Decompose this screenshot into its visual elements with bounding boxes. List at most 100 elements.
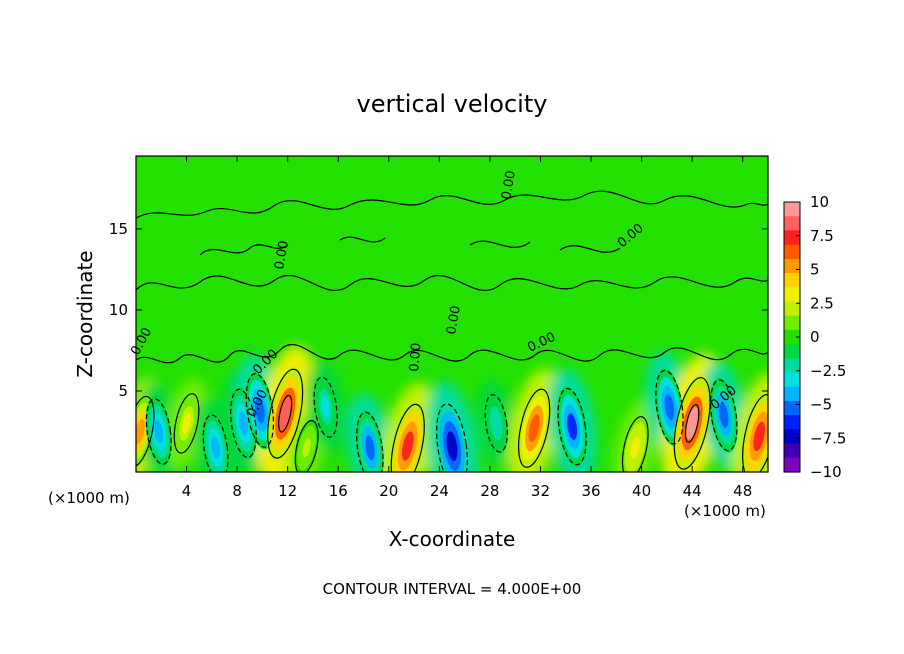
- cell-contour: [136, 395, 155, 468]
- field-cell-downdraft: [492, 413, 501, 434]
- cell-contour: [313, 376, 338, 438]
- cell-contour: [390, 403, 425, 472]
- field-cell-updraft: [401, 431, 414, 461]
- y-axis-ticks: 5 10 15: [109, 220, 768, 400]
- x-tick-label: 12: [278, 482, 297, 500]
- colorbar-swatch: [784, 273, 800, 288]
- cell-contour: [245, 373, 275, 448]
- x-axis-ticks: 4 8 12 16 20 24 28 32 36 40 44 48: [182, 156, 752, 500]
- colorbar-tick-label: 7.5: [810, 227, 834, 245]
- colorbar-swatch: [784, 358, 800, 374]
- x-tick-label: 16: [329, 482, 348, 500]
- cell-contour: [294, 420, 319, 472]
- colorbar-tick-label: −7.5: [810, 429, 846, 447]
- x-tick-label: 36: [581, 482, 600, 500]
- field-cell-updraft: [302, 438, 311, 458]
- cell-contour: [518, 388, 551, 468]
- cell-contour-inner: [278, 394, 293, 433]
- field-cell-updraft: [136, 419, 145, 444]
- y-tick-label: 5: [118, 382, 128, 400]
- colorbar-swatch: [784, 258, 800, 274]
- chart-title: vertical velocity: [357, 90, 548, 118]
- y-tick-label: 10: [109, 301, 128, 319]
- colorbar-swatch: [784, 216, 800, 232]
- zero-contour-upper: [136, 190, 768, 219]
- field-cell-updraft: [182, 412, 191, 434]
- x-unit-label: (×1000 m): [684, 502, 766, 520]
- colorbar-swatch: [784, 415, 800, 430]
- cell-contour: [230, 388, 257, 459]
- colorbar-swatch: [784, 429, 800, 445]
- x-tick-label: 48: [733, 482, 752, 500]
- plot-frame: [135, 155, 769, 473]
- x-tick-label: 4: [182, 482, 192, 500]
- cell-contour: [202, 414, 229, 472]
- zero-contour-low: [136, 343, 768, 364]
- colorbar-swatch: [784, 301, 800, 317]
- colorbar-swatch: [784, 344, 800, 359]
- colorbar-tick-label: −2.5: [810, 362, 846, 380]
- colorbar-swatches: [784, 202, 800, 473]
- cell-contour-inner: [684, 403, 700, 443]
- cell-contour: [145, 398, 172, 465]
- colorbar-tick-label: −5: [810, 396, 832, 414]
- colorbar-swatch: [784, 202, 800, 217]
- colorbar-ticks: 10 7.5 5 2.5 0 −2.5 −5 −7.5 −10: [796, 193, 846, 481]
- field-cell-updraft: [753, 421, 765, 452]
- field-cell-downdraft: [446, 431, 458, 461]
- contour-label: 0.00: [272, 240, 292, 271]
- velocity-field: [136, 156, 768, 472]
- x-tick-label: 32: [531, 482, 550, 500]
- zero-contours: [136, 190, 768, 364]
- x-tick-label: 20: [379, 482, 398, 500]
- colorbar-swatch: [784, 400, 800, 416]
- colorbar-tick-label: 10: [810, 193, 829, 211]
- cell-contour: [484, 394, 508, 453]
- field-cell-downdraft: [321, 396, 330, 418]
- colorbar-swatch: [784, 443, 800, 459]
- y-axis-label: Z-coordinate: [73, 250, 97, 377]
- field-cell-downdraft: [154, 419, 164, 444]
- cell-contour: [673, 377, 711, 470]
- zero-contour-upper-2: [199, 236, 621, 256]
- field-cell-downdraft: [719, 402, 729, 428]
- cell-contour: [436, 403, 468, 472]
- colorbar: 10 7.5 5 2.5 0 −2.5 −5 −7.5 −10: [783, 193, 846, 481]
- colorbar-swatch: [784, 386, 800, 402]
- y-tick-label: 15: [109, 220, 128, 238]
- colorbar-swatch: [784, 457, 800, 473]
- x-tick-label: 8: [232, 482, 242, 500]
- field-cell-downdraft: [211, 436, 220, 460]
- x-tick-label: 28: [480, 482, 499, 500]
- contour-interval-note: CONTOUR INTERVAL = 4.000E+00: [323, 580, 582, 598]
- colorbar-swatch: [784, 329, 800, 345]
- cell-contour: [267, 368, 304, 459]
- x-origin-unit-label: (×1000 m): [48, 489, 130, 507]
- field-cells: [136, 366, 768, 472]
- x-tick-label: 40: [632, 482, 651, 500]
- cell-contour: [557, 387, 587, 466]
- contour-label: 0.00: [499, 170, 519, 201]
- colorbar-swatch: [784, 315, 800, 331]
- x-tick-label: 24: [430, 482, 449, 500]
- cell-contour: [621, 416, 649, 472]
- field-cell-downdraft: [365, 435, 375, 461]
- x-axis-label: X-coordinate: [389, 527, 516, 551]
- colorbar-tick-label: 2.5: [810, 294, 834, 312]
- field-cell-downdraft: [238, 411, 248, 436]
- contour-label: 0.00: [444, 305, 464, 336]
- field-cell-downdraft: [255, 397, 265, 424]
- x-tick-label: 44: [683, 482, 702, 500]
- cell-contour: [173, 393, 200, 454]
- field-cell-updraft: [630, 436, 640, 459]
- colorbar-tick-label: 5: [810, 261, 820, 279]
- field-cell-downdraft: [664, 394, 675, 421]
- zero-contour-mid: [136, 274, 768, 292]
- colorbar-swatch: [784, 244, 800, 260]
- colorbar-swatch: [784, 230, 800, 246]
- contour-label: 0.00: [407, 342, 424, 372]
- field-cell-updraft: [528, 414, 540, 443]
- colorbar-swatch: [784, 372, 800, 388]
- field-cell-downdraft: [567, 413, 578, 441]
